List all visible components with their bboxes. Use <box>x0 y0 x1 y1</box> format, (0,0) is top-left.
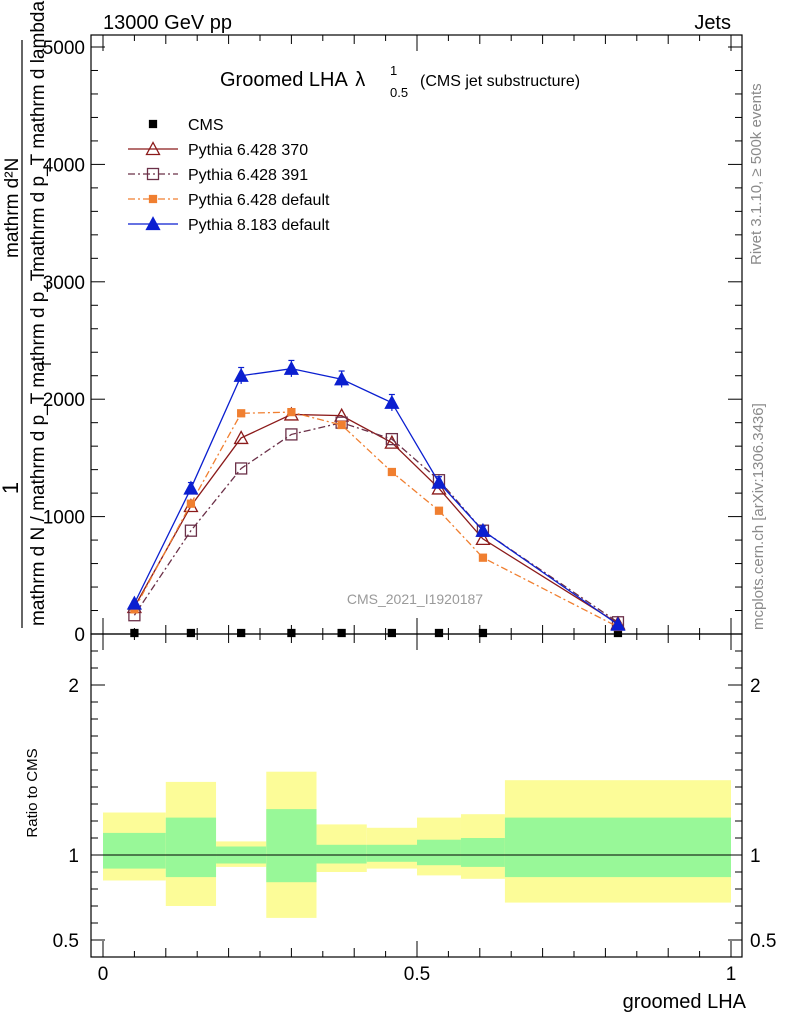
mcplots-credit-label: mcplots.cern.ch [arXiv:1306.3436] <box>750 403 767 630</box>
data-point-1-2 <box>233 430 249 445</box>
y-label-numerator: 1 <box>0 482 23 494</box>
y-label-right-denominator: mathrm d p_T mathrm d lambda <box>28 1 49 272</box>
legend-label-pythia6-370: Pythia 6.428 370 <box>188 142 308 159</box>
chart-title: Groomed LHA λ 1 0.5 (CMS jet substructur… <box>220 63 580 100</box>
ratio-green-band-4 <box>316 844 367 864</box>
ratio-tick-label-left-0.5: 0.5 <box>53 931 79 952</box>
y-tick-label-2000: 2000 <box>43 390 85 411</box>
x-axis-label: groomed LHA <box>623 991 747 1013</box>
data-point-0-2 <box>237 628 246 638</box>
data-point-4-6 <box>431 474 447 489</box>
series-0 <box>130 628 623 638</box>
series-layer <box>126 359 626 638</box>
y-tick-label-4000: 4000 <box>43 155 85 176</box>
ratio-tick-label-right-2: 2 <box>750 676 761 697</box>
ratio-tick-label-right-1: 1 <box>750 846 761 867</box>
title-subscript: 0.5 <box>390 85 408 100</box>
legend-label-cms: CMS <box>188 117 224 134</box>
data-point-0-0 <box>130 628 139 638</box>
analysis-watermark: CMS_2021_I1920187 <box>347 591 483 607</box>
ratio-green-band-7 <box>460 838 505 867</box>
x-tick-label-0.5: 0.5 <box>404 964 430 985</box>
data-point-3-7 <box>478 553 488 562</box>
header-collision-label: 13000 GeV pp <box>103 12 232 34</box>
legend-label-pythia8-default: Pythia 8.183 default <box>188 217 330 234</box>
ratio-green-band-3 <box>266 809 317 883</box>
data-point-0-4 <box>337 628 346 638</box>
data-point-4-0 <box>126 595 142 610</box>
ratio-tick-label-left-1: 1 <box>68 846 79 867</box>
ratio-tick-label-right-0.5: 0.5 <box>750 931 776 952</box>
data-point-3-2 <box>237 409 246 418</box>
x-tick-labels: 0 0.5 1 <box>98 964 737 985</box>
data-point-0-8 <box>613 628 623 638</box>
x-tick-label-0: 0 <box>98 964 109 985</box>
ratio-green-band-5 <box>366 844 417 862</box>
data-point-0-5 <box>387 628 397 638</box>
title-text: Groomed LHA <box>220 69 348 91</box>
main-axis-ticks <box>91 46 742 635</box>
data-point-4-2 <box>233 367 249 382</box>
y-tick-label-5000: 5000 <box>43 38 85 59</box>
svg-text:Groomed LHA λ: Groomed LHA λ <box>220 69 365 91</box>
title-suffix: (CMS jet substructure) <box>420 73 580 90</box>
title-superscript: 1 <box>390 63 397 78</box>
data-point-3-5 <box>387 467 397 477</box>
ratio-uncertainty-bands <box>103 771 731 918</box>
ratio-axis-ticks <box>91 633 742 958</box>
data-point-0-3 <box>287 628 296 638</box>
ratio-green-band-1 <box>165 817 217 878</box>
ratio-green-band-0 <box>103 832 166 869</box>
legend-label-pythia6-default: Pythia 6.428 default <box>188 192 330 209</box>
ratio-y-axis-label: Ratio to CMS <box>24 748 41 837</box>
data-point-4-1 <box>183 480 199 495</box>
legend-marker-4 <box>145 216 161 231</box>
y-label-denominator: mathrm d N / mathrm d p_T mathrm d p_T <box>28 269 49 626</box>
legend-marker-3 <box>148 194 158 204</box>
rivet-version-label: Rivet 3.1.10, ≥ 500k events <box>748 83 765 265</box>
legend: CMS Pythia 6.428 370 Pythia 6.428 391 Py… <box>128 117 330 234</box>
header-category-label: Jets <box>694 12 731 34</box>
main-y-tick-labels: 0 1000 2000 3000 4000 5000 <box>43 38 85 646</box>
y-tick-label-1000: 1000 <box>43 508 85 529</box>
legend-marker-0 <box>148 119 158 129</box>
data-point-2-3 <box>285 428 298 441</box>
series-4 <box>126 359 626 631</box>
data-point-3-3 <box>287 407 296 417</box>
ratio-green-band-6 <box>417 839 461 866</box>
title-lambda: λ <box>355 69 365 91</box>
data-point-3-6 <box>434 506 444 515</box>
legend-label-pythia6-391: Pythia 6.428 391 <box>188 167 308 184</box>
y-tick-label-0: 0 <box>74 625 85 646</box>
series-line-1 <box>133 413 619 624</box>
data-point-4-4 <box>334 371 350 386</box>
main-y-axis-label: 1 mathrm d N / mathrm d p_T mathrm d p_T… <box>0 1 54 628</box>
x-tick-label-1: 1 <box>726 964 737 985</box>
y-tick-label-3000: 3000 <box>43 273 85 294</box>
series-line-4 <box>133 368 619 626</box>
data-point-4-7 <box>475 522 491 537</box>
ratio-green-band-8 <box>504 817 731 878</box>
data-point-2-1 <box>184 524 198 537</box>
data-point-1-7 <box>475 531 491 546</box>
legend-marker-2 <box>146 167 160 181</box>
y-label-subscript-t: T <box>39 360 54 368</box>
data-point-3-1 <box>186 499 196 508</box>
legend-marker-1 <box>145 141 161 156</box>
y-label-right-numerator: mathrm d²N <box>2 158 23 258</box>
ratio-tick-labels: 0.5 1 2 0.5 1 2 <box>53 676 777 952</box>
data-point-4-5 <box>384 394 400 409</box>
x-axis-ticks <box>102 35 732 957</box>
ratio-tick-label-left-2: 2 <box>68 676 79 697</box>
data-point-0-1 <box>186 628 196 638</box>
data-point-0-6 <box>434 628 444 638</box>
data-point-2-5 <box>385 432 399 446</box>
data-point-2-2 <box>235 462 248 475</box>
data-point-3-4 <box>337 420 346 430</box>
data-point-4-3 <box>283 360 299 375</box>
data-point-4-8 <box>610 616 626 631</box>
data-point-0-7 <box>478 628 488 638</box>
